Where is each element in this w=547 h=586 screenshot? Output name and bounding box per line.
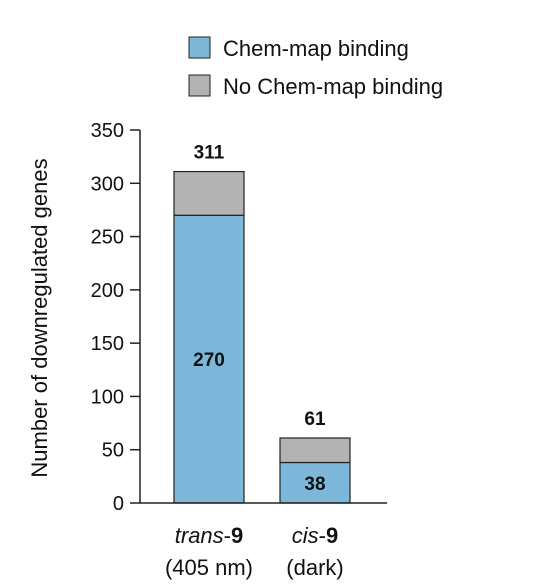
x-tick-label-name: trans <box>175 523 224 548</box>
x-tick-label-trans: trans-9 <box>175 523 244 548</box>
data-label-total-trans: 311 <box>194 143 225 164</box>
legend-label-no-chem-map-binding: No Chem-map binding <box>223 74 443 99</box>
x-tick-label-cis: cis-9 <box>292 523 338 548</box>
legend-label-chem-map-binding: Chem-map binding <box>223 36 409 61</box>
y-tick-label: 100 <box>91 386 124 408</box>
legend-swatch-chem-map-binding <box>188 36 211 59</box>
x-tick-label-separator: - <box>319 523 326 548</box>
y-tick-label: 50 <box>102 440 124 462</box>
x-tick-sublabel-cis: (dark) <box>286 555 343 580</box>
x-tick-label-compound: 9 <box>326 523 338 548</box>
legend-swatch-no-chem-map-binding <box>188 74 211 97</box>
legend: Chem-map binding No Chem-map binding <box>188 36 443 99</box>
y-axis: 0 50 100 150 200 250 300 350 <box>91 120 141 515</box>
legend-entry-no-chem-map-binding: No Chem-map binding <box>188 74 443 99</box>
y-tick-label: 300 <box>91 173 124 195</box>
category-labels: trans-9(405 nm)cis-9(dark) <box>165 523 344 580</box>
x-tick-label-name: cis <box>292 523 319 548</box>
y-tick-label: 250 <box>91 227 124 249</box>
y-tick-label: 0 <box>113 493 124 515</box>
x-tick-label-separator: - <box>224 523 231 548</box>
y-tick-label: 200 <box>91 280 124 302</box>
bar-labels: 270 311 38 61 <box>193 143 326 495</box>
bars <box>173 170 351 504</box>
x-tick-sublabel-trans: (405 nm) <box>165 555 253 580</box>
y-tick-label: 150 <box>91 333 124 355</box>
bar-segment-chem-map-binding-trans <box>173 214 245 504</box>
data-label-total-cis: 61 <box>304 409 326 430</box>
x-tick-label-compound: 9 <box>231 523 243 548</box>
bar-segment-no-chem-map-binding-cis <box>279 437 351 464</box>
y-tick-label: 350 <box>91 120 124 142</box>
data-label-inner-cis: 38 <box>304 474 325 495</box>
bar-segment-no-chem-map-binding-trans <box>173 170 245 216</box>
y-axis-title: Number of downregulated genes <box>27 158 52 477</box>
legend-entry-chem-map-binding: Chem-map binding <box>188 36 409 61</box>
data-label-inner-trans: 270 <box>193 350 225 371</box>
